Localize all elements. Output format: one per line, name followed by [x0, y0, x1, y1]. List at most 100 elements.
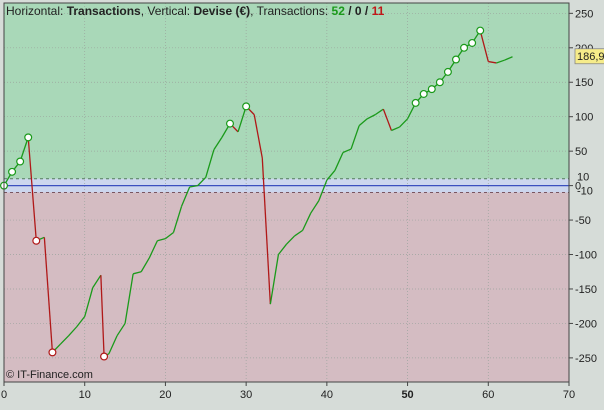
series-segment	[366, 114, 376, 120]
y-tick-label: -150	[575, 284, 597, 296]
x-tick-label: 40	[321, 389, 333, 401]
series-segment	[132, 271, 142, 275]
series-segment	[92, 274, 102, 288]
chart-grid	[3, 3, 570, 382]
threshold-lines: 10 -10	[4, 172, 593, 198]
series-segment	[374, 108, 384, 116]
x-tick-label: 50	[401, 389, 413, 401]
series-segment	[318, 179, 328, 202]
series-segment	[165, 231, 174, 240]
series-segment	[286, 235, 296, 245]
series-segment	[399, 118, 409, 128]
series-segment	[342, 148, 352, 154]
y-tick-label: 150	[575, 77, 593, 89]
trade-marker	[226, 119, 235, 128]
threshold-lower-label: -10	[577, 186, 593, 198]
vertical-label: , Vertical:	[141, 4, 190, 18]
series-segment	[148, 240, 158, 259]
series-segment	[100, 275, 105, 357]
series-segment	[310, 200, 320, 214]
horizontal-value: Transactions	[67, 4, 141, 18]
y-tick-label: -200	[575, 318, 597, 330]
equity-markers	[0, 26, 485, 361]
series-segment	[504, 56, 513, 61]
trade-marker	[443, 67, 452, 76]
chart-axes: 010203040506070250200150100500-50-100-15…	[1, 2, 604, 401]
trade-marker	[435, 78, 444, 87]
x-tick-label: 0	[1, 389, 7, 401]
last-value-bg	[574, 48, 604, 65]
trade-marker	[100, 352, 109, 361]
series-segment	[261, 158, 272, 305]
series-segment	[116, 323, 126, 337]
series-segment	[253, 114, 263, 159]
count-sep-2: /	[362, 4, 372, 18]
chart-zones	[4, 3, 569, 382]
trade-marker	[48, 348, 57, 357]
series-segment	[157, 238, 166, 242]
trade-marker	[468, 38, 477, 47]
series-segment	[205, 149, 215, 178]
trade-marker	[32, 236, 41, 245]
y-tick-label: -50	[575, 215, 591, 227]
threshold-upper-label: 10	[577, 172, 589, 184]
y-tick-label: 250	[575, 8, 593, 20]
series-segment	[84, 287, 94, 317]
trade-marker	[24, 133, 33, 142]
negative-zone	[4, 192, 569, 382]
series-segment	[60, 335, 70, 345]
series-segment	[488, 60, 497, 64]
series-segment	[43, 237, 54, 353]
x-tick-label: 60	[482, 389, 494, 401]
series-segment	[76, 316, 86, 328]
series-segment	[269, 254, 280, 305]
series-segment	[496, 59, 505, 64]
trade-marker	[452, 55, 461, 64]
chart-header: Horizontal: Transactions, Vertical: Devi…	[6, 4, 385, 18]
series-segment	[19, 137, 29, 162]
last-value-label: 186,9	[577, 51, 604, 63]
series-segment	[140, 257, 150, 273]
x-tick-label: 70	[563, 389, 575, 401]
y-tick-label: 100	[575, 112, 593, 124]
count-loss: 11	[372, 4, 385, 18]
series-segment	[326, 170, 336, 181]
count-sep-1: /	[345, 4, 355, 18]
series-segment	[124, 273, 134, 324]
trade-marker	[411, 98, 420, 107]
transactions-label: , Transactions:	[250, 4, 328, 18]
plot-frame	[3, 2, 570, 383]
x-tick-label: 20	[159, 389, 171, 401]
series-segment	[358, 118, 368, 127]
series-segment	[27, 137, 37, 241]
trade-marker	[427, 85, 436, 94]
last-value-box: 186,9	[574, 48, 604, 65]
series-segment	[391, 126, 400, 132]
x-tick-label: 10	[79, 389, 91, 401]
positive-zone	[4, 3, 569, 179]
series-segment	[68, 326, 78, 337]
credit-label: © IT-Finance.com	[6, 369, 93, 381]
trade-marker	[16, 157, 25, 166]
series-segment	[302, 212, 312, 231]
equity-series	[3, 30, 513, 358]
trade-marker	[460, 43, 469, 52]
vertical-value: Devise (€)	[193, 4, 250, 18]
series-segment	[294, 229, 304, 237]
x-tick-label: 30	[240, 389, 252, 401]
series-segment	[197, 176, 207, 187]
y-tick-label: -250	[575, 353, 597, 365]
count-win: 52	[332, 4, 346, 18]
count-neutral: 0	[355, 4, 362, 18]
y-tick-label: 0	[575, 181, 581, 193]
series-segment	[237, 106, 247, 133]
series-segment	[334, 152, 344, 171]
series-segment	[172, 206, 183, 233]
horizontal-label: Horizontal:	[6, 4, 63, 18]
series-segment	[180, 186, 191, 207]
series-segment	[350, 125, 360, 150]
series-segment	[189, 184, 198, 188]
trade-marker	[242, 102, 251, 111]
